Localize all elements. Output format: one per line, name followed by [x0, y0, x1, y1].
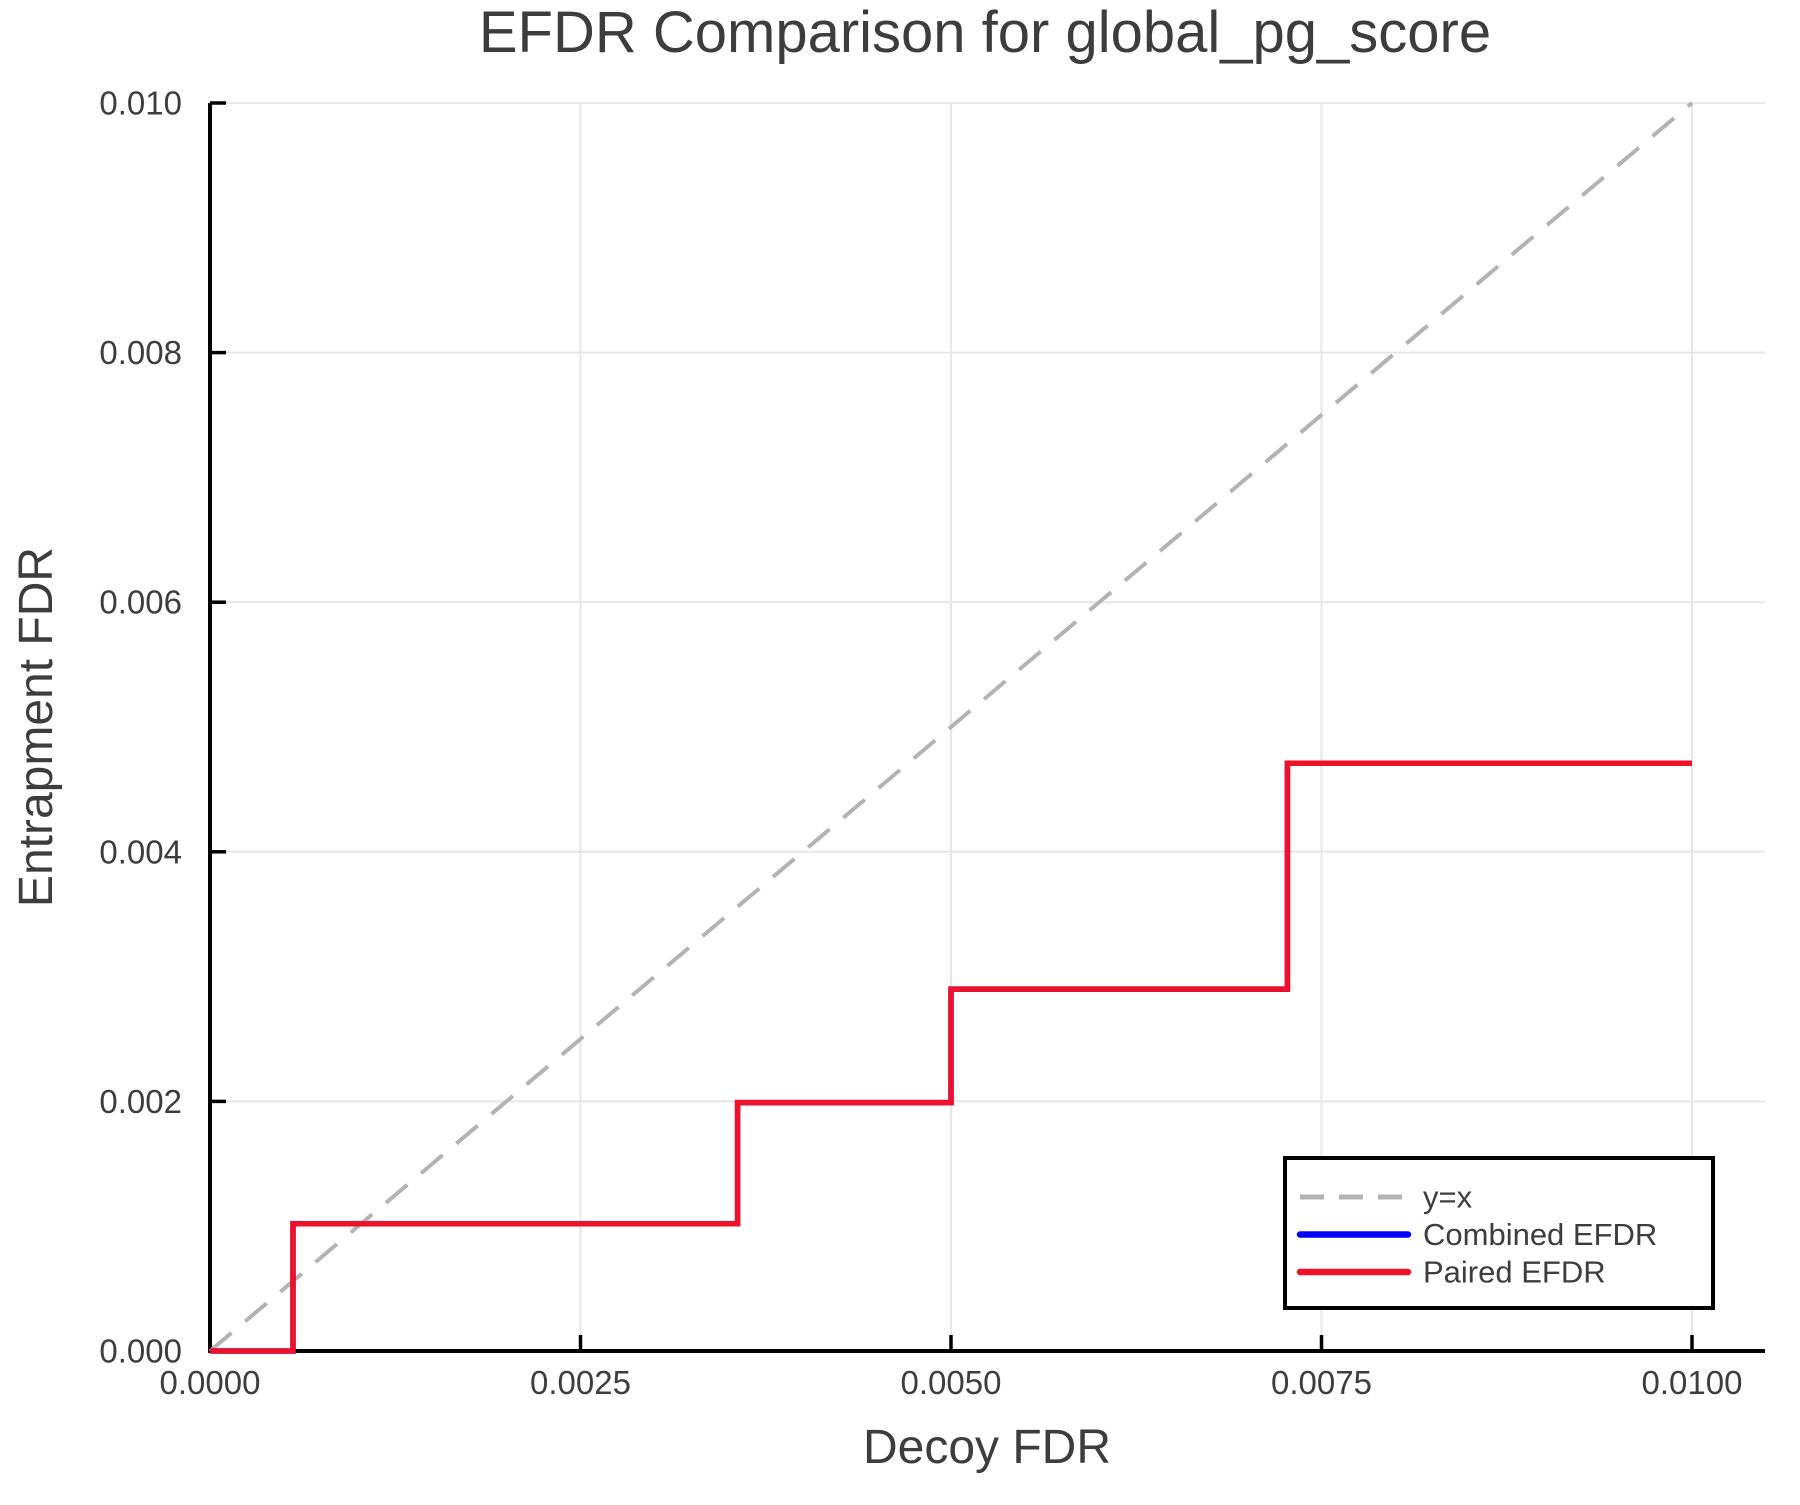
y-tick-label: 0.000 — [99, 1333, 182, 1370]
series-layer — [208, 101, 1694, 1354]
legend-label-paired-efdr: Paired EFDR — [1423, 1255, 1606, 1290]
x-tick-labels: 0.0000 0.0025 0.0050 0.0075 0.0100 — [160, 1364, 1743, 1401]
x-axis-label: Decoy FDR — [863, 1421, 1111, 1474]
x-tick-label: 0.0075 — [1271, 1364, 1372, 1401]
x-tick-label: 0.0100 — [1642, 1364, 1743, 1401]
y-tick-labels: 0.000 0.002 0.004 0.006 0.008 0.010 — [99, 85, 182, 1370]
x-tick-label: 0.0050 — [901, 1364, 1002, 1401]
legend-label-combined-efdr: Combined EFDR — [1423, 1217, 1657, 1252]
y-tick-label: 0.004 — [99, 833, 182, 870]
legend-label-y-x: y=x — [1423, 1180, 1473, 1215]
y-tick-label: 0.010 — [99, 85, 182, 122]
y-axis-label: Entrapment FDR — [10, 547, 63, 907]
x-tick-label: 0.0025 — [530, 1364, 631, 1401]
chart-title: EFDR Comparison for global_pg_score — [479, 0, 1491, 65]
paired-efdr-line — [210, 760, 1692, 1354]
y-x-line — [208, 101, 1694, 1353]
x-tick-label: 0.0000 — [160, 1364, 261, 1401]
y-tick-label: 0.008 — [99, 334, 182, 371]
y-tick-label: 0.006 — [99, 584, 182, 621]
y-tick-label: 0.002 — [99, 1083, 182, 1120]
